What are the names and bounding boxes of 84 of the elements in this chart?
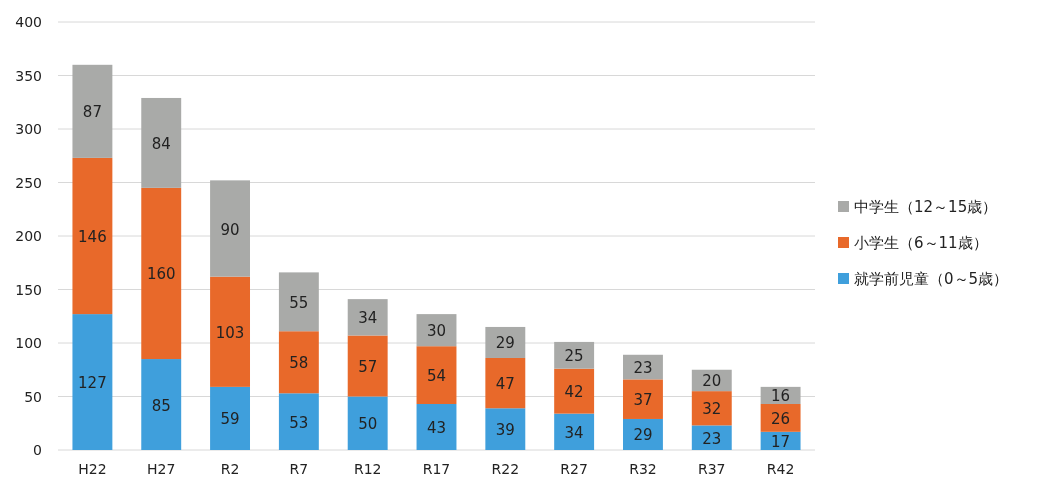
bar	[485, 357, 526, 409]
bar	[760, 403, 801, 432]
x-tick-label: R37	[698, 461, 726, 477]
data-label: 42	[564, 383, 584, 402]
bar	[554, 368, 595, 414]
data-label: 84	[151, 134, 171, 153]
y-tick-label: 0	[33, 442, 42, 458]
y-tick-label: 50	[24, 388, 42, 405]
bar	[141, 187, 182, 360]
bar	[72, 314, 113, 450]
y-tick-label: 150	[15, 281, 42, 298]
x-tick-label: R22	[491, 461, 520, 477]
bar	[347, 335, 388, 397]
bar	[278, 272, 319, 332]
data-label: 55	[289, 293, 309, 312]
bar	[347, 299, 388, 336]
data-label: 34	[564, 423, 584, 442]
bar	[72, 157, 113, 315]
bar	[554, 341, 595, 369]
bar	[554, 413, 595, 450]
data-label: 23	[633, 359, 653, 378]
data-label: 29	[633, 426, 653, 445]
data-label: 85	[151, 396, 171, 415]
data-label: 50	[358, 415, 378, 434]
legend-label: 就学前児童（0～5歳）	[854, 270, 1009, 288]
data-label: 23	[702, 429, 722, 448]
x-tick-label: R12	[353, 461, 382, 477]
data-label: 58	[289, 354, 309, 373]
data-label: 20	[702, 372, 722, 391]
data-label: 59	[220, 410, 240, 429]
data-label: 25	[564, 347, 584, 366]
data-label: 127	[78, 374, 107, 393]
data-label: 29	[495, 334, 515, 353]
x-tick-label: R42	[766, 461, 795, 477]
y-tick-label: 200	[15, 228, 42, 244]
data-label: 146	[78, 228, 107, 246]
bar	[210, 276, 250, 387]
legend-label: 小学生（6～11歳）	[854, 234, 988, 252]
data-label: 30	[426, 322, 447, 341]
y-tick-label: 400	[15, 14, 42, 30]
bar	[623, 379, 663, 419]
data-label: 53	[289, 413, 309, 432]
bar	[485, 326, 526, 358]
x-tick-label: R2	[220, 461, 240, 477]
x-tick-label: R17	[422, 461, 451, 477]
data-label: 160	[146, 265, 176, 284]
bar	[278, 393, 319, 450]
bar	[485, 408, 526, 450]
bar	[623, 418, 663, 450]
legend-label: 中学生（12～15歳）	[854, 198, 998, 216]
bar	[141, 97, 182, 188]
data-label: 90	[220, 220, 240, 239]
bar	[691, 425, 732, 450]
bar	[416, 403, 457, 450]
y-tick-label: 100	[15, 335, 42, 351]
y-tick-label: 300	[15, 121, 42, 137]
data-label: 37	[633, 391, 653, 410]
bar	[72, 64, 113, 158]
bar	[210, 386, 250, 450]
data-label: 87	[82, 103, 102, 122]
bar	[141, 359, 182, 450]
data-label: 57	[358, 358, 378, 377]
data-label: 32	[702, 400, 722, 419]
data-label: 43	[426, 418, 447, 437]
data-label: 34	[358, 309, 378, 328]
y-tick-label: 250	[15, 174, 42, 191]
x-tick-label: H27	[147, 461, 176, 477]
bar	[691, 391, 732, 426]
bar	[347, 396, 388, 450]
data-label: 47	[495, 375, 515, 394]
x-tick-label: H22	[78, 461, 107, 477]
bar	[278, 331, 319, 394]
data-label: 39	[495, 421, 515, 440]
data-label: 103	[215, 323, 245, 342]
y-tick-label: 350	[15, 67, 42, 84]
bar	[210, 180, 250, 277]
bar	[416, 346, 457, 404]
data-label: 17	[771, 432, 791, 451]
x-tick-label: R7	[289, 461, 309, 477]
data-label: 16	[771, 387, 791, 406]
data-label: 54	[426, 367, 447, 386]
x-tick-label: R32	[629, 461, 657, 477]
data-label: 26	[771, 409, 791, 428]
x-tick-label: R27	[560, 461, 588, 477]
